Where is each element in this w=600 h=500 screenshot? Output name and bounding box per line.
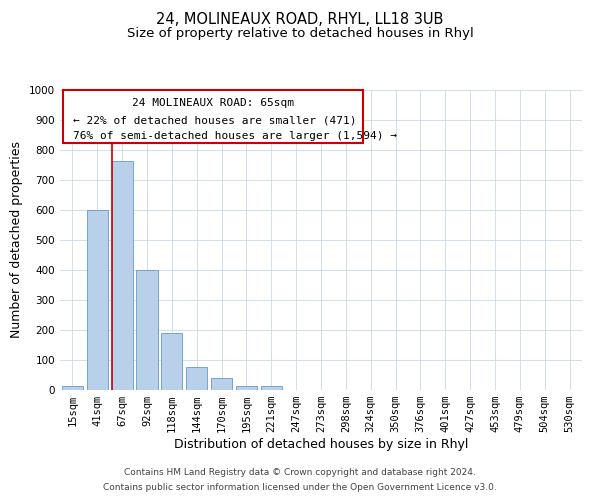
X-axis label: Distribution of detached houses by size in Rhyl: Distribution of detached houses by size … <box>174 438 468 451</box>
Text: ← 22% of detached houses are smaller (471): ← 22% of detached houses are smaller (47… <box>73 116 356 126</box>
Bar <box>112 160 133 390</box>
Text: 24, MOLINEAUX ROAD, RHYL, LL18 3UB: 24, MOLINEAUX ROAD, RHYL, LL18 3UB <box>157 12 443 28</box>
Text: Contains HM Land Registry data © Crown copyright and database right 2024.: Contains HM Land Registry data © Crown c… <box>124 468 476 477</box>
Bar <box>87 210 108 390</box>
Text: 24 MOLINEAUX ROAD: 65sqm: 24 MOLINEAUX ROAD: 65sqm <box>131 98 293 108</box>
Bar <box>211 378 232 390</box>
Bar <box>261 386 282 390</box>
Bar <box>136 270 158 390</box>
FancyBboxPatch shape <box>62 90 363 142</box>
Y-axis label: Number of detached properties: Number of detached properties <box>10 142 23 338</box>
Text: Size of property relative to detached houses in Rhyl: Size of property relative to detached ho… <box>127 28 473 40</box>
Bar <box>236 386 257 390</box>
Text: 76% of semi-detached houses are larger (1,594) →: 76% of semi-detached houses are larger (… <box>73 131 397 141</box>
Bar <box>161 333 182 390</box>
Text: Contains public sector information licensed under the Open Government Licence v3: Contains public sector information licen… <box>103 483 497 492</box>
Bar <box>186 366 207 390</box>
Bar <box>62 386 83 390</box>
